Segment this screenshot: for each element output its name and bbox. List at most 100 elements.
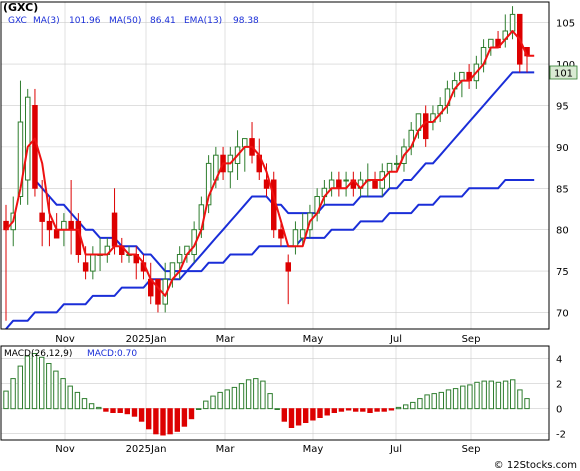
macd-bar-positive [274,408,280,411]
macd-y-tick-label: 4 [556,355,562,366]
legend-ma3-label: MA(3) [33,16,60,26]
legend-ma50-label: MA(50) [109,16,141,26]
candle-down [39,212,45,222]
macd-bar-positive [46,363,52,410]
candle-down [263,179,270,189]
macd-bar-positive [217,391,223,410]
macd-bar-positive [3,390,9,410]
macd-bar-positive [67,385,73,410]
macd-bar-positive [517,389,523,410]
macd-bar-negative [146,408,152,430]
candle-up [61,220,67,231]
price-y-tick-label: 95 [556,101,569,112]
price-y-tick-label: 80 [556,226,569,237]
legend-ma3-value: 101.96 [69,16,101,26]
candle-up [292,229,299,247]
macd-bar-positive [39,356,45,410]
macd-bar-negative [188,408,195,420]
last-price-badge [549,65,578,80]
macd-bar-positive [474,381,480,410]
price-y-tick-label: 85 [556,184,569,195]
candle-up [242,138,248,148]
chart-title: (GXC) [3,1,38,14]
candle-up [343,179,349,182]
macd-bar-positive [403,404,409,410]
price-y-tick-label: 100 [556,60,575,71]
macd-bar-negative [138,408,145,422]
macd-bar-negative [360,408,366,412]
legend-ticker: GXC [8,16,27,26]
macd-bar-positive [438,391,445,410]
macd-bar-positive [267,393,273,410]
price-x-tick-label: Jul [389,334,402,345]
macd-label: MACD(26,12,9) [4,349,72,359]
candle-up [488,38,494,49]
macd-bar-positive [88,403,95,410]
macd-x-tick-label: 2025Jan [126,444,167,455]
price-y-tick-label: 105 [556,19,575,30]
macd-bar-negative [153,408,159,435]
macd-bar-positive [210,395,216,410]
macd-bars [3,353,530,436]
macd-bar-negative [381,408,387,412]
ma50-line [5,179,535,330]
price-y-tick-label: 75 [556,267,569,278]
macd-bar-positive [196,408,202,411]
macd-bar-negative [160,408,166,436]
candle-down [423,113,429,140]
macd-bar-positive [81,398,88,410]
axis-tick-labels: 70 75 80 85 90 95 100 105 -2 0 2 4 Nov Nov 2025Jan 2025… [55,19,575,455]
macd-bar-positive [410,401,416,410]
candle-down [155,278,161,305]
macd-bar-positive [17,365,24,410]
macd-bar-negative [310,408,316,421]
candle-down [68,220,74,231]
candles [3,6,530,321]
macd-bar-positive [224,389,230,410]
candle-up [394,162,400,165]
macd-bar-negative [281,408,288,422]
macd-bar-negative [288,408,295,429]
macd-y-tick-label: 0 [556,405,562,416]
candle-down [82,262,89,272]
price-x-tick-label: May [303,334,324,345]
macd-x-tick-label: Mar [216,444,236,455]
candle-up [25,96,31,181]
candle-down [336,179,342,189]
macd-bar-negative [317,408,323,419]
macd-bar-negative [324,408,330,416]
candle-up [459,71,465,82]
macd-y-tick-label: -2 [556,430,566,441]
price-x-tick-label: Sep [462,334,481,345]
macd-y-tick-label: 2 [556,380,562,391]
candle-up [90,254,96,272]
candle-up [17,121,24,197]
panel-frames [0,1,550,441]
macd-bar-positive [395,406,402,410]
macd-bar-positive [417,398,423,410]
macd-bar-positive [24,355,31,410]
macd-bar-negative [303,408,309,424]
macd-bar-positive [260,380,266,410]
macd-x-tick-label: Sep [462,444,481,455]
macd-bar-negative [345,408,352,411]
macd-bar-positive [495,381,502,410]
macd-bar-positive [431,393,437,410]
macd-x-tick-label: May [303,444,324,455]
price-x-tick-label: 2025Jan [126,334,167,345]
macd-panel-frame [0,345,550,441]
macd-bar-positive [53,370,59,410]
macd-bar-positive [245,379,252,410]
macd-bar-negative [110,408,116,414]
macd-bar-positive [488,380,495,410]
macd-bar-positive [467,384,473,410]
macd-bar-positive [253,378,259,410]
candle-up [509,13,516,32]
macd-value-label: MACD:0.70 [87,349,137,359]
candle-down [372,179,378,189]
macd-bar-positive [31,353,38,410]
candle-up [386,162,393,173]
macd-bar-negative [103,408,109,412]
candle-down [111,212,118,247]
macd-bar-negative [295,408,302,426]
